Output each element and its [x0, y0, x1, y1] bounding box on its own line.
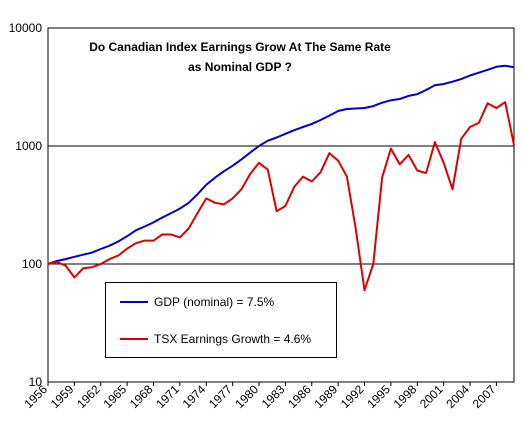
series-line-gdp — [47, 64, 515, 265]
legend-swatch-gdp — [120, 301, 148, 303]
x-tick-label: 1995 — [364, 382, 393, 411]
legend-swatch-tsx — [120, 338, 148, 340]
y-tick-label: 1000 — [15, 139, 42, 153]
x-tick-label: 1965 — [100, 382, 129, 411]
x-tick-label: 1980 — [232, 382, 261, 411]
y-tick-label: 10000 — [9, 21, 43, 35]
x-tick-label: 1998 — [391, 382, 420, 411]
y-tick-label: 100 — [22, 257, 42, 271]
legend-entry-gdp: GDP (nominal) = 7.5% — [120, 294, 274, 310]
y-tick-label: 10 — [29, 375, 43, 389]
legend-label-gdp: GDP (nominal) = 7.5% — [154, 295, 275, 309]
chart-title-line-1: Do Canadian Index Earnings Grow At The S… — [89, 40, 391, 54]
x-tick-label: 1959 — [48, 382, 77, 411]
x-tick-label: 2007 — [470, 382, 499, 411]
x-tick-label: 1971 — [153, 382, 182, 411]
x-tick-label: 1986 — [285, 382, 314, 411]
x-tick-label: 1974 — [180, 382, 209, 411]
x-tick-label: 2001 — [417, 382, 446, 411]
series-line-tsx — [47, 101, 515, 292]
legend-entry-tsx: TSX Earnings Growth = 4.6% — [120, 331, 311, 347]
x-tick-label: 1983 — [259, 382, 288, 411]
legend: GDP (nominal) = 7.5% TSX Earnings Growth… — [105, 282, 337, 358]
x-tick-label: 1956 — [21, 382, 50, 411]
x-tick-label: 1968 — [127, 382, 156, 411]
x-tick-label: 1977 — [206, 382, 235, 411]
x-tick-label: 1989 — [311, 382, 340, 411]
x-tick-label: 2004 — [443, 382, 472, 411]
legend-label-tsx: TSX Earnings Growth = 4.6% — [154, 332, 312, 346]
x-tick-label: 1992 — [338, 382, 367, 411]
x-tick-label: 1962 — [74, 382, 103, 411]
chart-title-line-2: as Nominal GDP ? — [188, 60, 292, 74]
